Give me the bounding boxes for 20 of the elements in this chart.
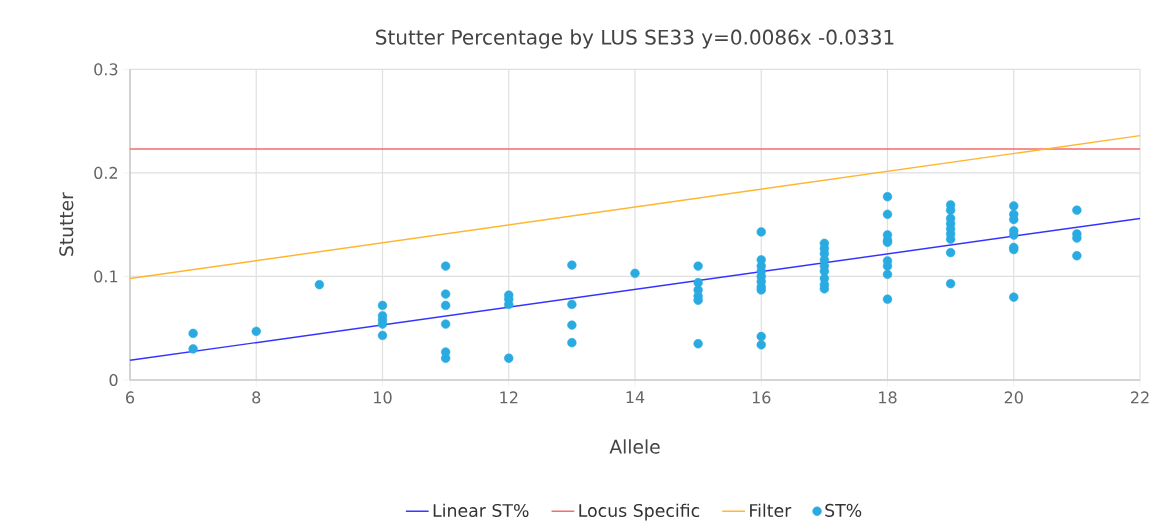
x-tick-label: 8 xyxy=(252,391,261,404)
x-tick-label: 18 xyxy=(879,391,897,404)
y-tick-label: 0 xyxy=(109,373,118,387)
legend-label: ST% xyxy=(825,503,862,517)
x-tick-label: 14 xyxy=(626,391,645,404)
chart-title: Stutter Percentage by LUS SE33 y=0.0086x -0.0331 xyxy=(376,29,894,49)
legend-label: Filter xyxy=(750,503,792,518)
x-tick-label: 12 xyxy=(500,391,518,404)
y-tick-label: 0.3 xyxy=(94,63,118,76)
y-axis-title: Stutter xyxy=(59,192,74,256)
y-tick-label: 0.1 xyxy=(94,270,118,283)
x-tick-label: 22 xyxy=(1130,391,1149,404)
y-tick-label: 0.2 xyxy=(94,166,118,179)
legend-label: Locus Specific xyxy=(579,503,700,521)
x-tick-label: 10 xyxy=(374,391,392,404)
x-tick-label: 20 xyxy=(1004,391,1023,404)
x-tick-label: 16 xyxy=(752,391,771,404)
x-tick-label: 6 xyxy=(126,391,135,404)
legend-label: Linear ST% xyxy=(433,503,529,518)
x-axis-title: Allele xyxy=(609,439,660,454)
